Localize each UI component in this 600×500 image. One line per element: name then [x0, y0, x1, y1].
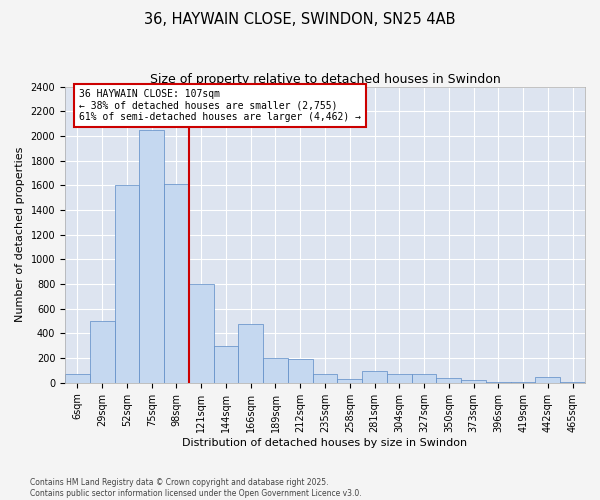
Bar — [288, 359, 313, 383]
Bar — [65, 374, 90, 383]
Bar — [560, 382, 585, 383]
Bar — [139, 130, 164, 383]
Y-axis label: Number of detached properties: Number of detached properties — [15, 147, 25, 322]
Bar — [511, 382, 535, 383]
Bar — [461, 380, 486, 383]
Bar — [337, 379, 362, 383]
Bar — [486, 382, 511, 383]
Bar — [189, 284, 214, 383]
X-axis label: Distribution of detached houses by size in Swindon: Distribution of detached houses by size … — [182, 438, 467, 448]
Bar — [164, 184, 189, 383]
Text: 36 HAYWAIN CLOSE: 107sqm
← 38% of detached houses are smaller (2,755)
61% of sem: 36 HAYWAIN CLOSE: 107sqm ← 38% of detach… — [79, 89, 361, 122]
Bar — [436, 378, 461, 383]
Title: Size of property relative to detached houses in Swindon: Size of property relative to detached ho… — [149, 72, 500, 86]
Text: 36, HAYWAIN CLOSE, SWINDON, SN25 4AB: 36, HAYWAIN CLOSE, SWINDON, SN25 4AB — [144, 12, 456, 28]
Bar — [313, 374, 337, 383]
Bar — [115, 186, 139, 383]
Bar — [362, 370, 387, 383]
Bar — [412, 374, 436, 383]
Bar — [90, 321, 115, 383]
Bar — [387, 374, 412, 383]
Bar — [214, 346, 238, 383]
Text: Contains HM Land Registry data © Crown copyright and database right 2025.
Contai: Contains HM Land Registry data © Crown c… — [30, 478, 362, 498]
Bar — [238, 324, 263, 383]
Bar — [535, 378, 560, 383]
Bar — [263, 358, 288, 383]
